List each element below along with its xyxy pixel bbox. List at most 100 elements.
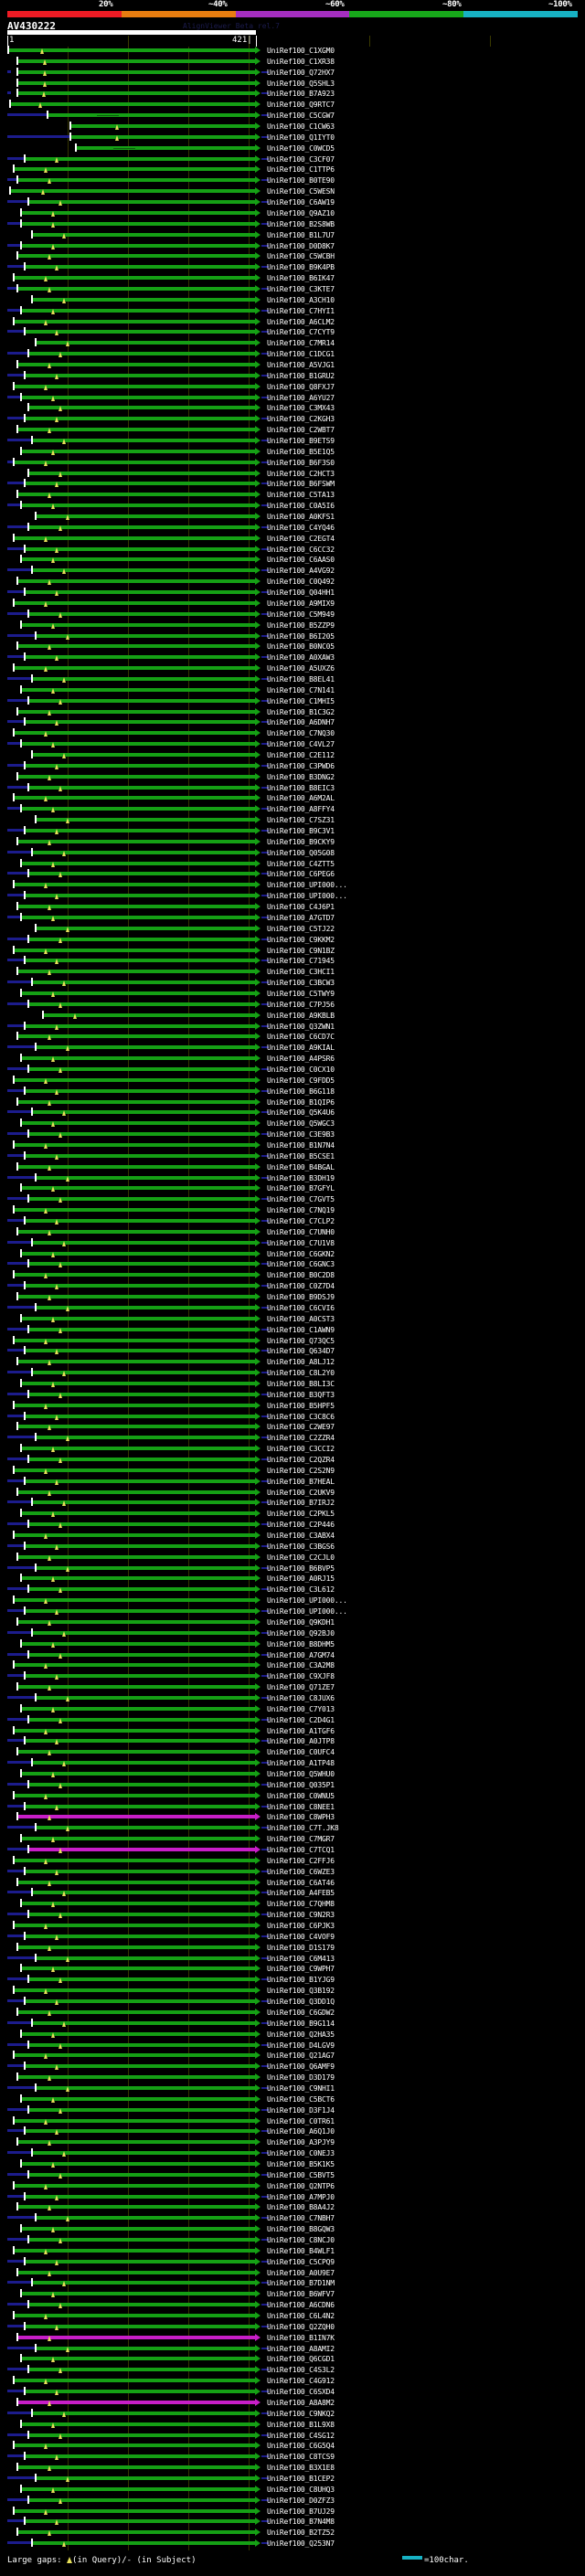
hit-label[interactable]: UniRef100_C3MX43 <box>267 404 335 413</box>
hit-label[interactable]: UniRef100_C3HCI1 <box>267 968 335 977</box>
hsp-bar[interactable] <box>22 1381 256 1385</box>
hsp-bar[interactable] <box>29 2238 256 2242</box>
hsp-bar[interactable] <box>29 1066 256 1071</box>
hsp-bar[interactable] <box>33 1630 256 1635</box>
table-row[interactable]: UniRef100_B8LI3C <box>0 1378 585 1389</box>
hit-label[interactable]: UniRef100_A5UXZ6 <box>267 664 335 673</box>
hsp-bar[interactable] <box>15 276 256 281</box>
hsp-bar[interactable] <box>26 894 256 898</box>
table-row[interactable]: UniRef100_C9WPH7 <box>0 1964 585 1974</box>
hsp-bar[interactable] <box>18 286 256 291</box>
table-row[interactable]: UniRef100_B0TE90 <box>0 175 585 186</box>
table-row[interactable]: UniRef100_A5VJG1 <box>0 359 585 370</box>
table-row[interactable]: UniRef100_B8DHM5 <box>0 1638 585 1649</box>
table-row[interactable]: UniRef100_B9K4PB <box>0 262 585 272</box>
table-row[interactable]: UniRef100_C4ZTT5 <box>0 858 585 869</box>
hit-label[interactable]: UniRef100_C2PKL5 <box>267 1510 335 1519</box>
table-row[interactable]: UniRef100_Q5K4U6 <box>0 1108 585 1118</box>
hit-label[interactable]: UniRef100_C6SXD4 <box>267 2388 335 2397</box>
table-row[interactable]: UniRef100_A9KBLB <box>0 1010 585 1021</box>
table-row[interactable]: UniRef100_C9XJF8 <box>0 1671 585 1681</box>
table-row[interactable]: UniRef100_C6GKN2 <box>0 1248 585 1259</box>
hsp-bar[interactable] <box>15 1208 256 1213</box>
hit-label[interactable]: UniRef100_A4VG92 <box>267 567 335 576</box>
hsp-bar[interactable] <box>22 1316 256 1320</box>
hsp-bar[interactable] <box>18 1554 256 1559</box>
hit-label[interactable]: UniRef100_Q8FXJ7 <box>267 382 335 391</box>
hit-label[interactable]: UniRef100_C7NQ30 <box>267 729 335 738</box>
hsp-bar[interactable] <box>26 655 256 660</box>
hit-label[interactable]: UniRef100_C1CW63 <box>267 122 335 132</box>
hit-label[interactable]: UniRef100_Q3DD1Q <box>267 1998 335 2007</box>
table-row[interactable]: UniRef100_C8NCJ0 <box>0 2235 585 2245</box>
hsp-bar[interactable] <box>37 1826 256 1830</box>
hit-label[interactable]: UniRef100_C9NHI1 <box>267 2083 335 2093</box>
table-row[interactable]: UniRef100_C8NEE1 <box>0 1801 585 1812</box>
hit-label[interactable]: UniRef100_B8A4J2 <box>267 2203 335 2212</box>
table-row[interactable]: UniRef100_C9N2R3 <box>0 1910 585 1920</box>
hit-label[interactable]: UniRef100_C4S3L2 <box>267 2366 335 2375</box>
hsp-bar[interactable] <box>18 58 256 63</box>
hsp-bar[interactable] <box>37 1175 256 1180</box>
table-row[interactable]: UniRef100_Q04HH1 <box>0 588 585 598</box>
hsp-bar[interactable] <box>37 633 256 638</box>
table-row[interactable]: UniRef100_C6M413 <box>0 1953 585 1964</box>
hit-label[interactable]: UniRef100_B5HPF5 <box>267 1401 335 1410</box>
hit-label[interactable]: UniRef100_B1CEP2 <box>267 2474 335 2483</box>
hsp-bar[interactable] <box>22 2422 256 2426</box>
table-row[interactable]: UniRef100_C6PEG6 <box>0 869 585 879</box>
table-row[interactable]: UniRef100_C4G912 <box>0 2376 585 2386</box>
hit-label[interactable]: UniRef100_Q634D7 <box>267 1347 335 1356</box>
hit-label[interactable]: UniRef100_B7UJ29 <box>267 2507 335 2516</box>
hit-label[interactable]: UniRef100_UPI000... <box>267 1607 347 1617</box>
hsp-bar[interactable] <box>33 981 256 985</box>
hit-label[interactable]: UniRef100_B0C2D8 <box>267 1271 335 1280</box>
hit-label[interactable]: UniRef100_C7MR14 <box>267 339 335 348</box>
hit-label[interactable]: UniRef100_C2FFJ6 <box>267 1856 335 1865</box>
hit-label[interactable]: UniRef100_C6AT46 <box>267 1878 335 1887</box>
hit-label[interactable]: UniRef100_B1L9X8 <box>267 2420 335 2429</box>
hsp-bar[interactable] <box>33 2281 256 2285</box>
table-row[interactable]: UniRef100_A6CLM2 <box>0 316 585 327</box>
hsp-bar[interactable] <box>15 2443 256 2448</box>
hsp-bar[interactable] <box>15 460 256 464</box>
hit-label[interactable]: UniRef100_B1QIP6 <box>267 1097 335 1107</box>
table-row[interactable]: UniRef100_C1XGM0 <box>0 46 585 56</box>
hsp-bar[interactable] <box>15 600 256 605</box>
hsp-bar[interactable] <box>29 2368 256 2372</box>
hit-label[interactable]: UniRef100_A3PJY9 <box>267 2138 335 2147</box>
hit-label[interactable]: UniRef100_A0JTP8 <box>267 1737 335 1746</box>
hit-label[interactable]: UniRef100_Q5WHU0 <box>267 1769 335 1778</box>
table-row[interactable]: UniRef100_B6I205 <box>0 631 585 641</box>
table-row[interactable]: UniRef100_UPI000... <box>0 880 585 890</box>
table-row[interactable]: UniRef100_B3X1E8 <box>0 2463 585 2473</box>
table-row[interactable]: UniRef100_D1S179 <box>0 1942 585 1953</box>
hsp-bar[interactable] <box>22 2031 256 2036</box>
table-row[interactable]: UniRef100_C5BCT6 <box>0 2094 585 2104</box>
hit-label[interactable]: UniRef100_B9DSJ9 <box>267 1293 335 1302</box>
hit-label[interactable]: UniRef100_C2P446 <box>267 1521 335 1530</box>
table-row[interactable]: UniRef100_B1N7N4 <box>0 1140 585 1150</box>
hsp-bar[interactable] <box>29 406 256 410</box>
hsp-bar[interactable] <box>29 1392 256 1396</box>
table-row[interactable]: UniRef100_B6WFV7 <box>0 2289 585 2299</box>
table-row[interactable]: UniRef100_Q71ZE7 <box>0 1682 585 1692</box>
hsp-bar[interactable] <box>37 341 256 345</box>
table-row[interactable]: UniRef100_A0JTP8 <box>0 1736 585 1746</box>
hsp-bar[interactable] <box>37 818 256 822</box>
hit-label[interactable]: UniRef100_A8FFY4 <box>267 805 335 814</box>
hsp-bar[interactable] <box>29 1522 256 1527</box>
hsp-bar[interactable] <box>15 2248 256 2253</box>
table-row[interactable]: UniRef100_C6WZE3 <box>0 1866 585 1877</box>
table-row[interactable]: UniRef100_C2QZR4 <box>0 1454 585 1465</box>
table-row[interactable]: UniRef100_C1CW63 <box>0 122 585 132</box>
table-row[interactable]: UniRef100_C2WBT7 <box>0 425 585 435</box>
hsp-bar[interactable] <box>18 709 256 714</box>
table-row[interactable]: UniRef100_Q1IYT0 <box>0 132 585 143</box>
table-row[interactable]: UniRef100_Q9AZ10 <box>0 207 585 218</box>
hsp-bar[interactable] <box>18 362 256 366</box>
hit-label[interactable]: UniRef100_C6CVI6 <box>267 1303 335 1312</box>
table-row[interactable]: UniRef100_C7MR14 <box>0 338 585 348</box>
hsp-bar[interactable] <box>15 1663 256 1668</box>
hit-label[interactable]: UniRef100_C0NEJ3 <box>267 2149 335 2158</box>
